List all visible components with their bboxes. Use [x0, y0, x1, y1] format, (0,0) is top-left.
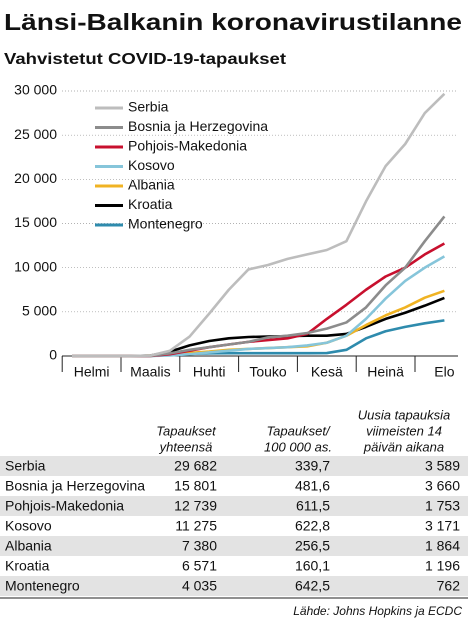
legend-label: Kroatia — [128, 196, 173, 212]
row-label: Albania — [5, 538, 52, 554]
table-header: Tapaukset/ — [266, 423, 331, 438]
row-label: Kroatia — [5, 558, 50, 574]
x-tick-label: Huhti — [193, 364, 226, 380]
table-cell: 256,5 — [295, 538, 330, 554]
table-cell: 611,5 — [296, 498, 330, 514]
table-cell: 4 035 — [182, 578, 217, 594]
table-cell: 481,6 — [295, 478, 330, 494]
legend-label: Pohjois-Makedonia — [128, 138, 247, 154]
line — [72, 215, 446, 358]
table-cell: 11 275 — [175, 518, 217, 534]
table-cell: 6 571 — [182, 558, 217, 574]
table-cell: 1 753 — [425, 498, 460, 514]
x-tick-label: Maalis — [130, 364, 170, 380]
row-bg — [0, 456, 468, 476]
table-cell: 15 801 — [174, 478, 217, 494]
table-header: viimeisten 14 — [366, 423, 442, 438]
table-cell: 7 380 — [182, 538, 217, 554]
row-label: Pohjois-Makedonia — [5, 498, 124, 514]
row-label: Montenegro — [5, 578, 80, 594]
table-cell: 3 589 — [425, 458, 460, 474]
row-label: Bosnia ja Herzegovina — [5, 478, 145, 494]
y-tick-label: 25 000 — [14, 126, 57, 142]
legend-label: Kosovo — [128, 157, 175, 173]
y-tick-label: 5 000 — [22, 303, 57, 319]
table-cell: 29 682 — [174, 458, 217, 474]
x-tick-label: Kesä — [311, 364, 343, 380]
y-tick-label: 30 000 — [14, 82, 57, 98]
y-tick-label: 20 000 — [14, 170, 57, 186]
legend-label: Montenegro — [128, 216, 203, 232]
row-bg — [0, 576, 468, 596]
legend-label: Serbia — [128, 99, 169, 115]
table-cell: 160,1 — [295, 558, 330, 574]
table-cell: 1 864 — [425, 538, 460, 554]
legend-label: Bosnia ja Herzegovina — [128, 118, 268, 134]
row-label: Serbia — [5, 458, 46, 474]
line — [72, 289, 445, 358]
line — [72, 319, 445, 358]
table-header: päivän aikana — [363, 439, 444, 454]
x-tick-label: Elo — [434, 364, 454, 380]
source: Lähde: Johns Hopkins ja ECDC — [293, 604, 462, 618]
chart-title: Länsi-Balkanin koronavirustilanne — [4, 9, 462, 35]
x-tick-label: Helmi — [74, 364, 110, 380]
table-cell: 3 171 — [425, 518, 460, 534]
table-cell: 339,7 — [295, 458, 330, 474]
table-cell: 1 196 — [425, 558, 460, 574]
table-cell: 3 660 — [425, 478, 460, 494]
table-cell: 762 — [437, 578, 461, 594]
table-cell: 12 739 — [174, 498, 217, 514]
table-header: yhteensä — [159, 439, 213, 454]
y-tick-label: 0 — [49, 347, 57, 363]
line — [72, 92, 446, 358]
row-bg — [0, 496, 468, 516]
legend-label: Albania — [128, 177, 175, 193]
table-header: Uusia tapauksia — [358, 407, 451, 422]
y-tick-label: 15 000 — [14, 214, 57, 230]
table-cell: 642,5 — [295, 578, 330, 594]
table-header: 100 000 as. — [264, 439, 332, 454]
table-cell: 622,8 — [295, 518, 330, 534]
row-bg — [0, 536, 468, 556]
row-label: Kosovo — [5, 518, 52, 534]
chart-subtitle: Vahvistetut COVID-19-tapaukset — [4, 51, 287, 68]
table-header: Tapaukset — [156, 423, 217, 438]
x-tick-label: Heinä — [367, 364, 404, 380]
x-tick-label: Touko — [249, 364, 287, 380]
y-tick-label: 10 000 — [14, 258, 57, 274]
